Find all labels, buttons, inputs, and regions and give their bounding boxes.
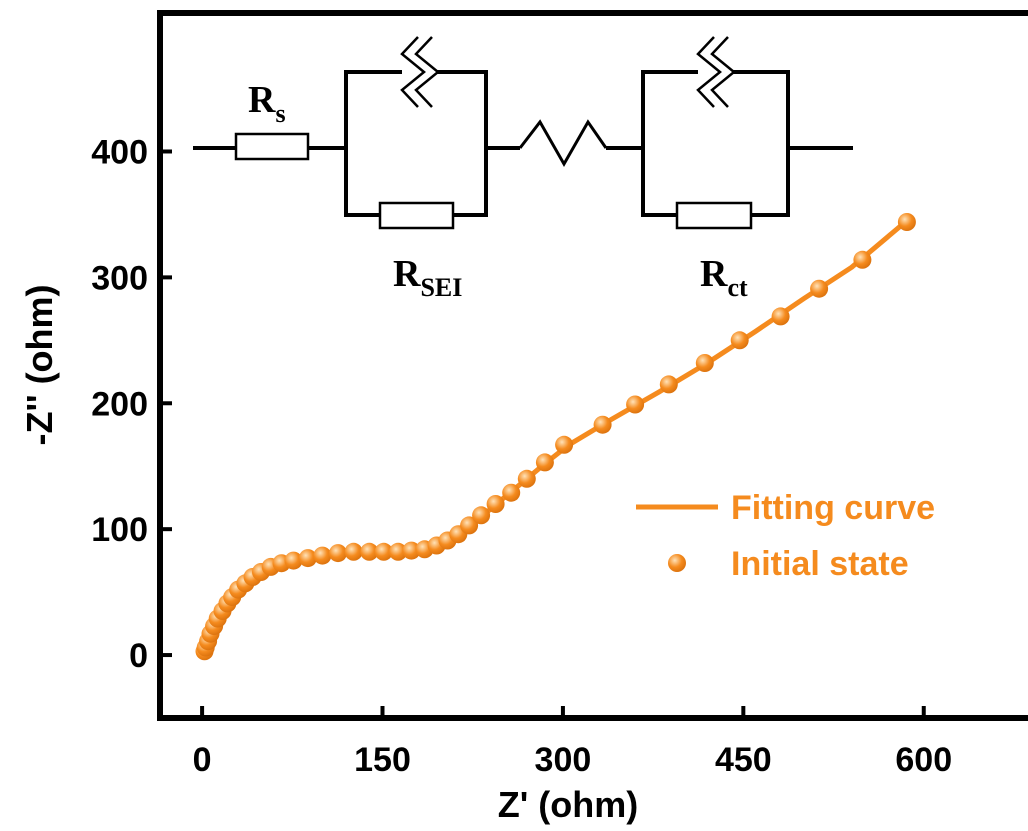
data-point (730, 331, 749, 350)
data-point (486, 495, 505, 513)
label-rs: Rs (248, 79, 286, 128)
data-point (284, 551, 303, 570)
data-point (771, 307, 790, 326)
cpe-ct-symbol (696, 36, 722, 108)
x-axis-title: Z' (ohm) (498, 784, 639, 825)
data-point (402, 541, 421, 560)
y-tick-label: 0 (129, 637, 148, 675)
initial-state-series (195, 213, 916, 661)
y-tick-label: 200 (91, 385, 148, 423)
data-point (517, 469, 536, 488)
legend-label-initial-state: Initial state (731, 545, 909, 583)
x-tick-label: 600 (895, 741, 952, 779)
data-point (360, 542, 379, 561)
fitting-curve-line (200, 218, 910, 658)
resistor-rs (234, 132, 310, 161)
data-point (695, 354, 714, 372)
y-axis-title: -Z'' (ohm) (19, 284, 60, 445)
data-point (502, 483, 521, 502)
data-point (810, 279, 829, 298)
data-point (555, 435, 574, 454)
legend: Fitting curve Initial state (636, 489, 935, 583)
data-point (329, 544, 347, 563)
y-tick-label: 300 (91, 259, 148, 297)
x-axis: 0 150 300 450 600 (193, 706, 952, 779)
x-tick-label: 300 (535, 741, 592, 779)
equivalent-circuit: Rs RSEI Rct (193, 36, 853, 302)
cpe-sei-symbol (400, 36, 426, 108)
x-tick-label: 150 (354, 741, 411, 779)
data-point (344, 542, 363, 561)
y-axis: 0 100 200 300 400 (91, 133, 172, 675)
data-point (593, 415, 612, 434)
data-point (626, 395, 645, 414)
y-tick-label: 400 (91, 133, 148, 171)
data-point (460, 516, 479, 535)
data-point (853, 250, 872, 269)
data-point (313, 546, 332, 565)
data-point (472, 506, 491, 525)
label-rct: Rct (700, 253, 748, 302)
legend-label-fitting-curve: Fitting curve (731, 489, 935, 527)
data-point (535, 453, 554, 472)
label-rsei: RSEI (393, 253, 462, 302)
resistor-rct (675, 201, 753, 230)
resistor-rsei (378, 201, 455, 230)
x-tick-label: 0 (193, 741, 212, 779)
plot-frame (157, 10, 1028, 721)
y-tick-label: 100 (91, 511, 148, 549)
fitting-curve-series (200, 218, 910, 658)
data-point (298, 549, 317, 568)
warburg-symbol (518, 119, 608, 168)
data-point (659, 375, 678, 394)
data-point (897, 213, 916, 231)
data-point (374, 542, 393, 561)
data-point (389, 542, 408, 561)
x-tick-label: 450 (715, 741, 772, 779)
legend-dot-marker (668, 554, 686, 572)
